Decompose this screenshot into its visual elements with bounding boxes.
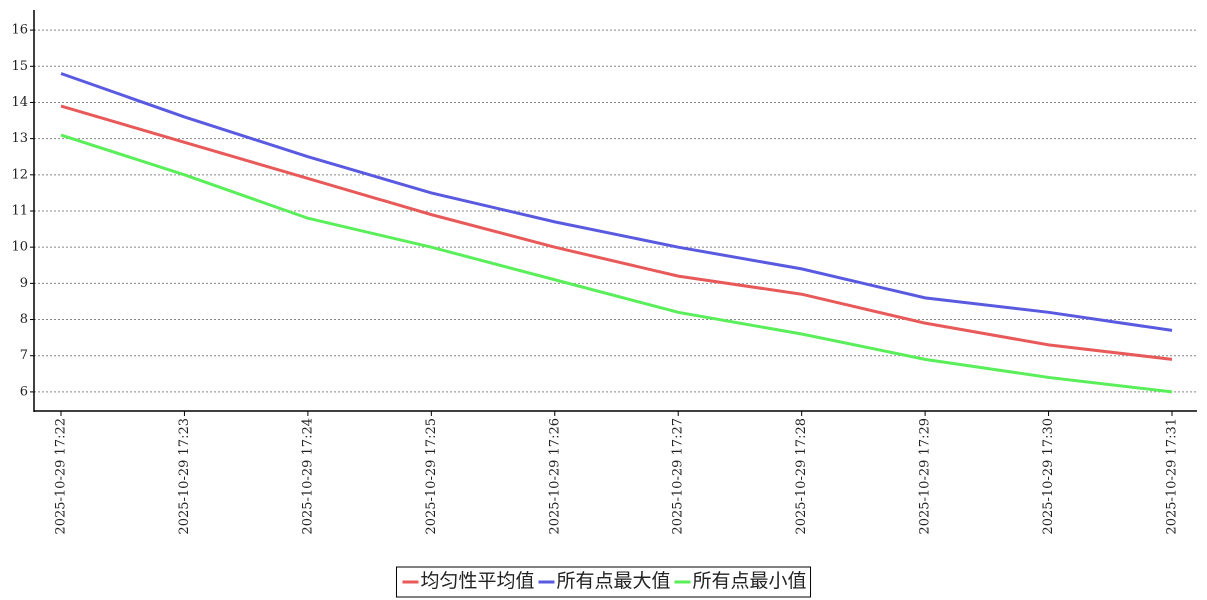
y-tick-label: 7 bbox=[20, 348, 28, 363]
x-tick-label: 2025-10-29 17:28 bbox=[794, 418, 809, 535]
series-line bbox=[60, 133, 1173, 394]
x-tick-label: 2025-10-29 17:23 bbox=[177, 418, 192, 535]
y-tick-label: 12 bbox=[11, 167, 28, 182]
x-tick-label: 2025-10-29 17:30 bbox=[1041, 418, 1056, 535]
legend-label: 所有点最小值 bbox=[693, 570, 807, 592]
x-tick-label: 2025-10-29 17:31 bbox=[1165, 418, 1180, 535]
y-tick-label: 9 bbox=[20, 276, 28, 291]
y-tick-label: 6 bbox=[20, 384, 28, 399]
x-tick-label: 2025-10-29 17:26 bbox=[547, 418, 562, 535]
y-tick-label: 14 bbox=[11, 95, 28, 110]
series-line bbox=[60, 104, 1173, 361]
legend-box bbox=[395, 566, 812, 598]
y-tick-label: 10 bbox=[11, 240, 28, 255]
y-tick-label: 8 bbox=[20, 312, 28, 327]
x-tick-label: 2025-10-29 17:29 bbox=[918, 418, 933, 535]
legend-label: 所有点最大值 bbox=[556, 570, 670, 592]
x-tick-label: 2025-10-29 17:22 bbox=[54, 418, 69, 535]
series-line bbox=[60, 72, 1173, 332]
y-tick-label: 16 bbox=[11, 23, 28, 38]
y-tick-label: 11 bbox=[11, 204, 28, 219]
x-tick-label: 2025-10-29 17:27 bbox=[671, 418, 686, 535]
legend: 均匀性平均值 所有点最大值 所有点最小值 bbox=[395, 566, 812, 598]
y-tick-label: 15 bbox=[11, 59, 28, 74]
y-tick-label: 13 bbox=[11, 131, 28, 146]
legend-label: 均匀性平均值 bbox=[420, 570, 534, 592]
x-tick-label: 2025-10-29 17:25 bbox=[424, 418, 439, 535]
x-tick-label: 2025-10-29 17:24 bbox=[300, 418, 315, 535]
